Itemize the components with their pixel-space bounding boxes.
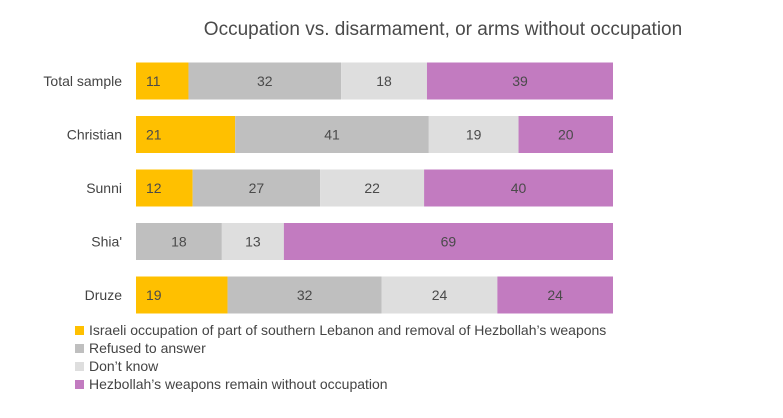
data-label-total-sample-weapons-without-occupation: 39 [512,73,528,89]
bar-total-sample-refused-to-answer [188,62,342,100]
data-label-christian-dont-know: 19 [466,127,482,143]
data-label-shia-dont-know: 13 [245,234,261,250]
bar-shia-weapons-without-occupation [283,223,613,260]
data-label-total-sample-dont-know: 18 [376,73,392,89]
bar-druze-dont-know [381,276,498,314]
data-label-christian-occupation-and-disarmament: 21 [146,127,162,143]
data-label-druze-dont-know: 24 [432,287,448,303]
bar-christian-weapons-without-occupation [518,116,613,153]
data-label-christian-refused-to-answer: 41 [324,127,340,143]
bar-sunni-dont-know [320,169,425,207]
category-label-shia: Shia' [91,234,122,250]
legend-label-weapons-without-occupation: Hezbollah’s weapons remain without occup… [89,376,388,392]
data-label-druze-occupation-and-disarmament: 19 [146,287,162,303]
data-label-sunni-dont-know: 22 [364,180,380,196]
bar-sunni-weapons-without-occupation [424,169,613,207]
bar-sunni-refused-to-answer [192,169,321,207]
bar-druze-occupation-and-disarmament [136,276,228,314]
category-label-druze: Druze [85,287,123,303]
legend-swatch-weapons-without-occupation [75,380,84,389]
category-label-sunni: Sunni [86,180,122,196]
bar-christian-dont-know [428,116,519,153]
legend-label-occupation-and-disarmament: Israeli occupation of part of southern L… [89,322,606,338]
chart-title: Occupation vs. disarmament, or arms with… [204,19,682,40]
data-label-druze-weapons-without-occupation: 24 [547,287,563,303]
bars-layer: 11 32 18 39 21 41 19 20 12 27 22 40 18 13 69 19 32 24 24 [136,62,613,314]
data-label-sunni-refused-to-answer: 27 [249,180,265,196]
bar-druze-weapons-without-occupation [497,276,613,314]
category-axis: Total sample Christian Sunni Shia' Druze [43,73,122,303]
data-label-sunni-occupation-and-disarmament: 12 [146,180,162,196]
legend: Israeli occupation of part of southern L… [75,322,606,392]
bar-christian-occupation-and-disarmament [136,116,236,153]
data-label-total-sample-refused-to-answer: 32 [257,73,273,89]
bar-total-sample-weapons-without-occupation [426,62,613,100]
bar-sunni-occupation-and-disarmament [136,169,193,207]
data-label-shia-weapons-without-occupation: 69 [441,234,457,250]
data-label-sunni-weapons-without-occupation: 40 [511,180,527,196]
legend-swatch-refused-to-answer [75,344,84,353]
bar-total-sample-occupation-and-disarmament [136,62,189,100]
data-label-christian-weapons-without-occupation: 20 [558,127,574,143]
bar-christian-refused-to-answer [235,116,429,153]
bar-total-sample-dont-know [341,62,427,100]
bar-shia-dont-know [221,223,284,260]
data-label-shia-refused-to-answer: 18 [171,234,187,250]
legend-label-dont-know: Don’t know [89,358,159,374]
legend-swatch-occupation-and-disarmament [75,326,84,335]
category-label-christian: Christian [67,127,122,143]
data-label-druze-refused-to-answer: 32 [297,287,313,303]
legend-label-refused-to-answer: Refused to answer [89,340,206,356]
bar-druze-refused-to-answer [227,276,382,314]
bar-shia-refused-to-answer [136,223,222,260]
category-label-total-sample: Total sample [43,73,122,89]
legend-swatch-dont-know [75,362,84,371]
data-label-total-sample-occupation-and-disarmament: 11 [146,73,161,89]
